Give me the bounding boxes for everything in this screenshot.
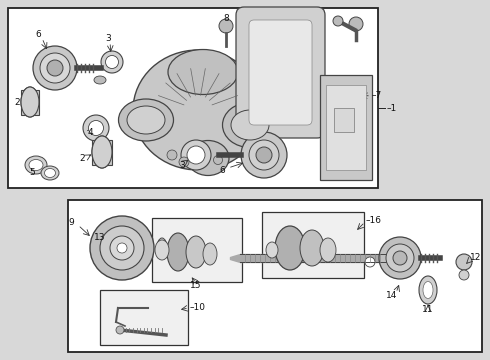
Text: 2: 2 [79,153,85,162]
Ellipse shape [386,244,414,272]
Ellipse shape [203,243,217,265]
Bar [334,108,354,132]
Circle shape [219,19,233,33]
Ellipse shape [365,257,375,267]
Ellipse shape [29,159,43,171]
Ellipse shape [214,156,222,165]
Text: 9: 9 [68,217,74,226]
Text: 5: 5 [29,167,35,176]
Ellipse shape [101,51,123,73]
Ellipse shape [40,53,70,83]
Text: –7: –7 [372,90,382,99]
Ellipse shape [300,230,324,266]
Ellipse shape [423,282,433,298]
Text: –10: –10 [190,303,206,312]
Circle shape [110,236,134,260]
Ellipse shape [181,140,211,170]
Bar [100,290,188,345]
FancyBboxPatch shape [249,20,312,125]
Text: 3: 3 [105,33,111,42]
Circle shape [90,216,154,280]
Text: 4: 4 [87,127,93,136]
Text: 2: 2 [14,98,20,107]
Circle shape [116,326,124,334]
Bar [326,85,366,170]
Text: 15: 15 [190,282,202,291]
Text: 12: 12 [470,253,481,262]
Bar [320,75,372,180]
Ellipse shape [89,121,103,135]
Bar [262,212,364,278]
Ellipse shape [119,99,173,141]
Ellipse shape [179,157,189,167]
Ellipse shape [393,251,407,265]
Ellipse shape [249,140,279,170]
Ellipse shape [160,242,165,254]
Ellipse shape [167,150,177,160]
Ellipse shape [266,242,278,258]
Text: 3: 3 [179,161,185,170]
Ellipse shape [21,87,39,117]
Ellipse shape [133,50,263,170]
Ellipse shape [41,166,59,180]
Circle shape [459,270,469,280]
Text: 8: 8 [223,14,229,23]
Ellipse shape [231,110,269,140]
Ellipse shape [379,237,421,279]
Bar [8,8,378,188]
Text: 14: 14 [386,292,398,301]
Ellipse shape [45,168,55,177]
Ellipse shape [187,140,229,176]
Ellipse shape [127,106,165,134]
Bar [68,200,482,352]
Circle shape [349,17,363,31]
Ellipse shape [21,87,39,117]
FancyBboxPatch shape [236,7,325,138]
Bar [21,90,39,115]
Ellipse shape [168,50,238,95]
Text: –1: –1 [387,104,397,112]
Ellipse shape [157,238,167,258]
Ellipse shape [94,76,106,84]
Text: 11: 11 [422,306,434,315]
Ellipse shape [275,226,305,270]
Text: 6: 6 [219,166,225,175]
Ellipse shape [222,103,277,148]
Ellipse shape [419,276,437,304]
Circle shape [333,16,343,26]
Ellipse shape [25,156,47,174]
Bar [152,218,242,282]
Circle shape [117,243,127,253]
Circle shape [100,226,144,270]
Ellipse shape [33,46,77,90]
Ellipse shape [187,146,205,164]
Ellipse shape [92,136,112,168]
Ellipse shape [92,136,112,168]
Bar [92,140,112,165]
Ellipse shape [83,115,109,141]
Ellipse shape [256,147,272,163]
Ellipse shape [167,233,189,271]
Ellipse shape [47,60,63,76]
Text: 13: 13 [94,234,106,243]
Text: –16: –16 [366,216,382,225]
Text: 6: 6 [35,30,41,39]
Ellipse shape [155,240,169,260]
Ellipse shape [241,132,287,178]
Ellipse shape [186,236,206,268]
Ellipse shape [320,238,336,262]
Ellipse shape [105,55,119,68]
Circle shape [456,254,472,270]
